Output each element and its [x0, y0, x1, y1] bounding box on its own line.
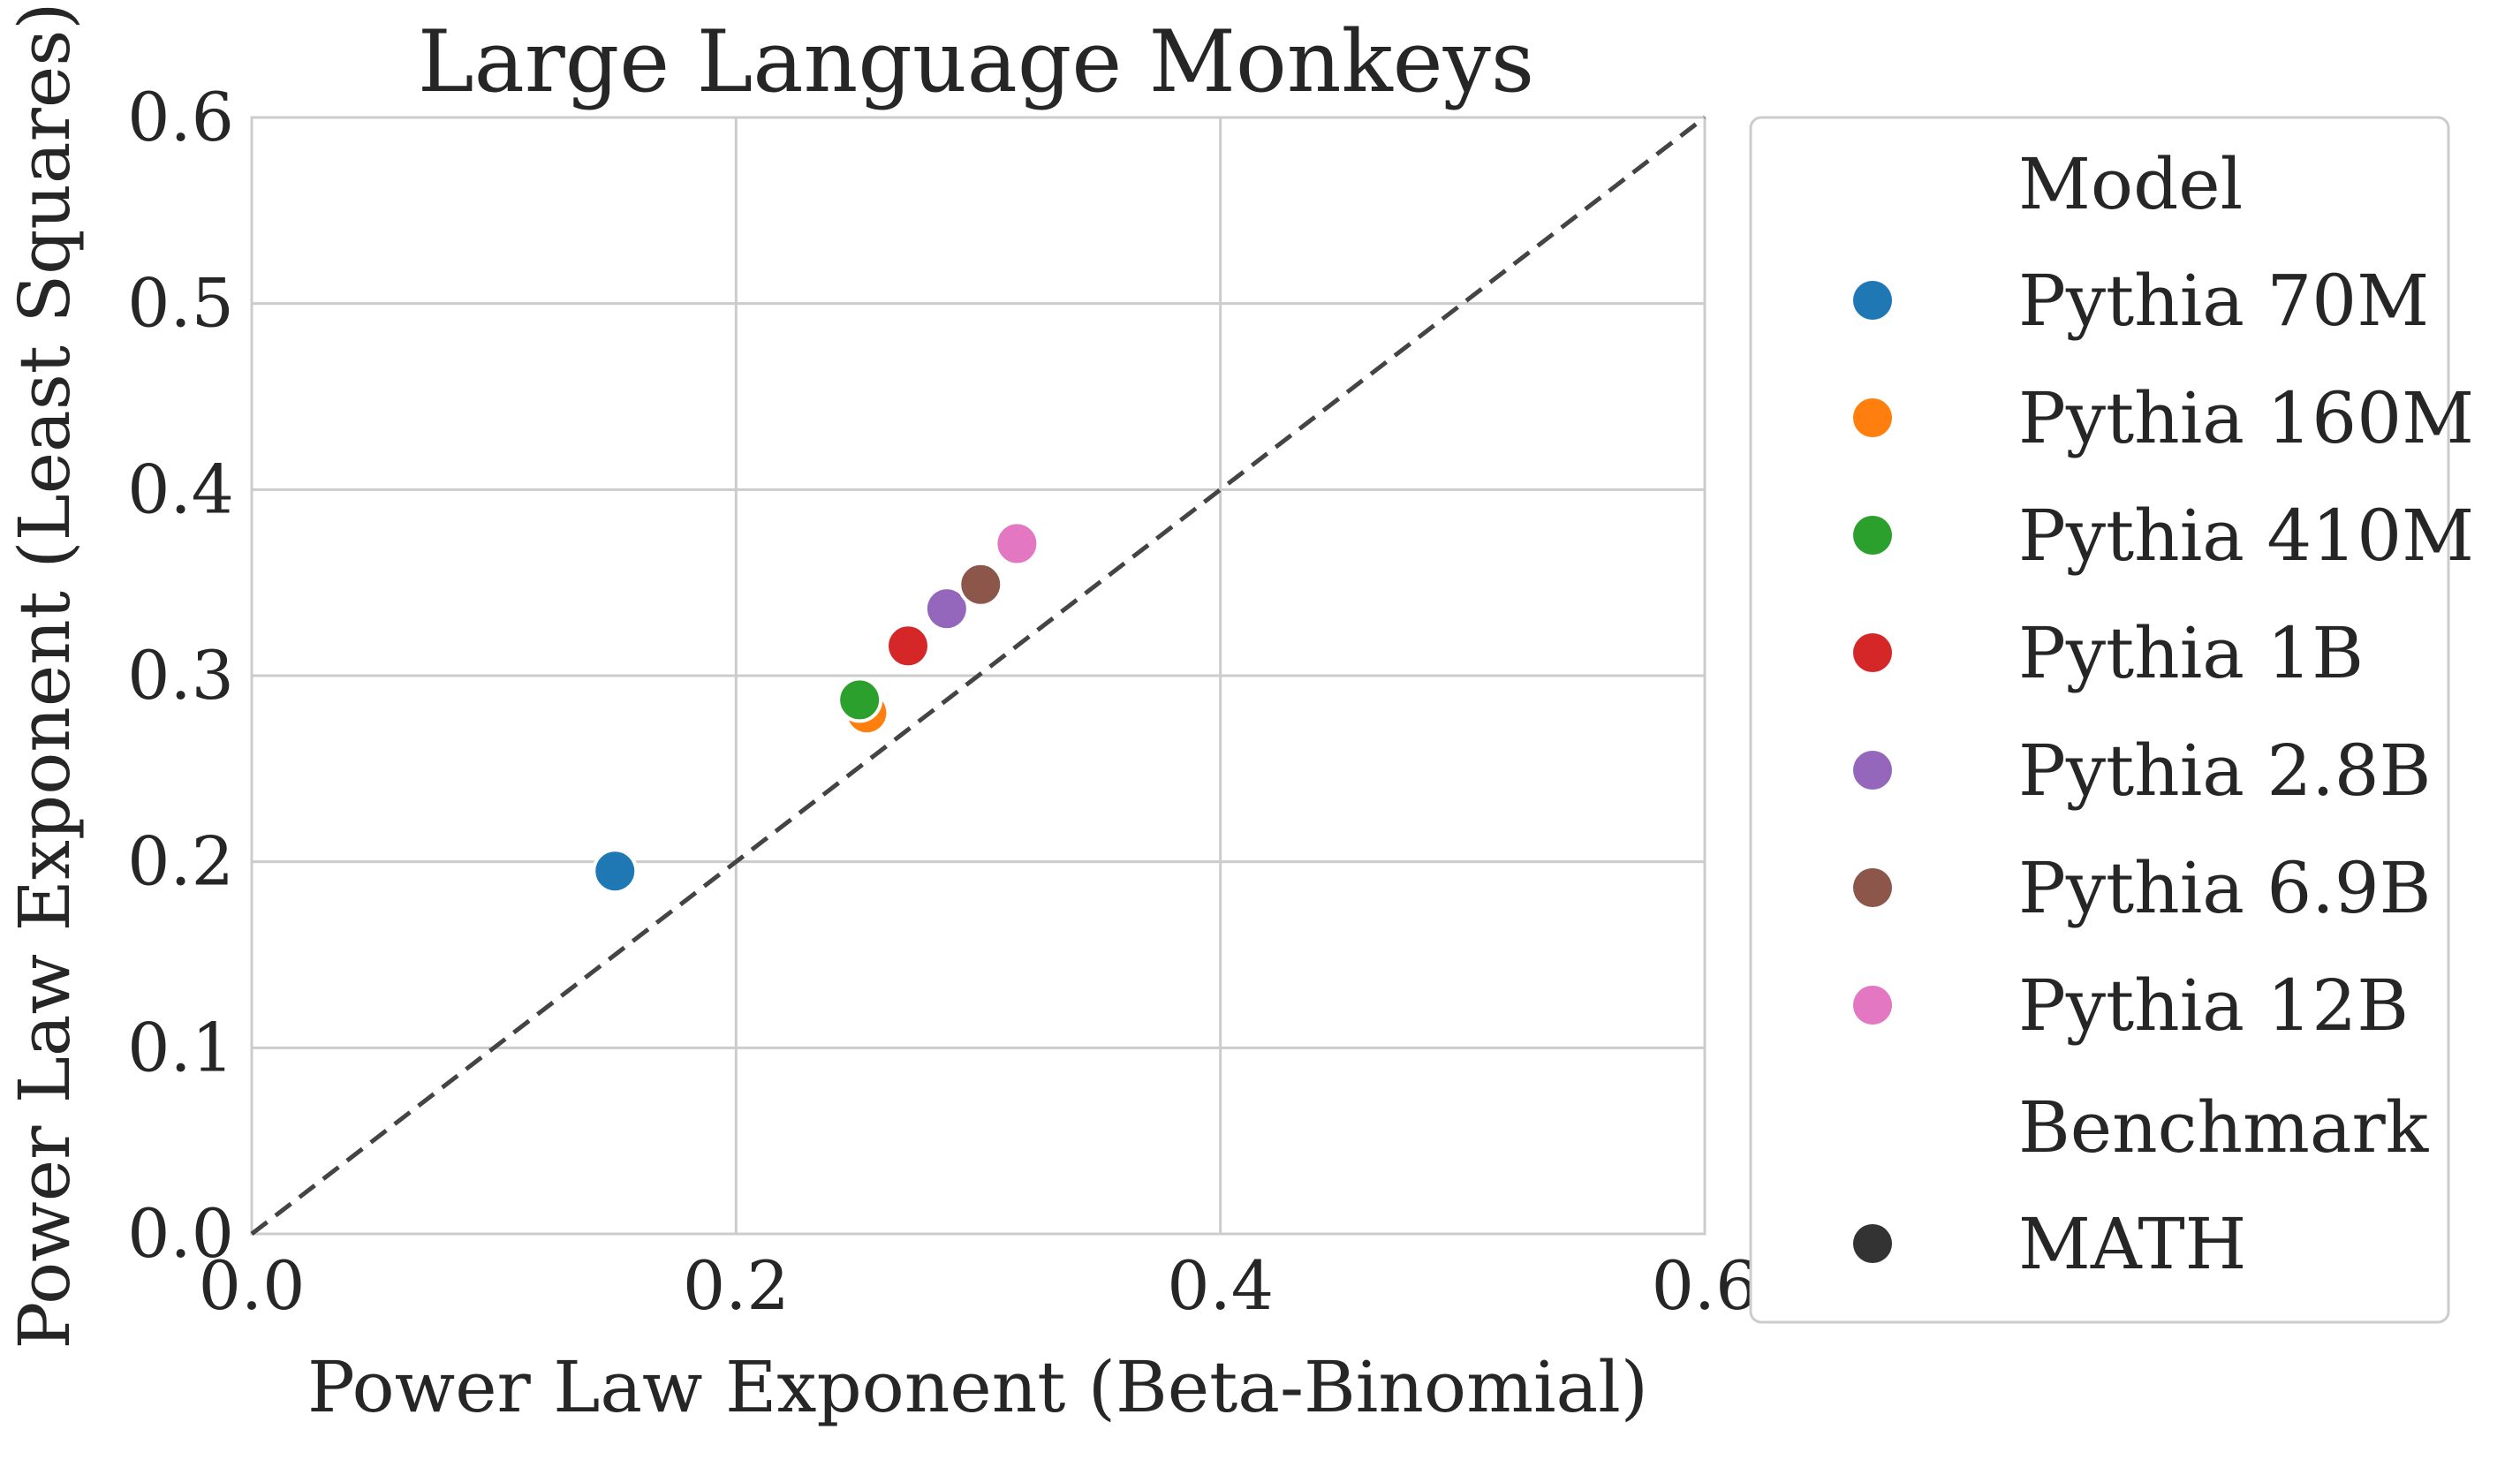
legend-label-pythia-410m: Pythia 410M [2018, 495, 2474, 577]
legend-marker-pythia-70m [1853, 281, 1892, 320]
y-tick-labels: 0.0 0.1 0.2 0.3 0.4 0.5 0.6 [127, 78, 234, 1273]
y-tick-label: 0.1 [127, 1008, 234, 1086]
point-pythia-2-8b [923, 586, 970, 632]
legend-marker-pythia-12b [1853, 986, 1892, 1025]
y-tick-label: 0.2 [127, 822, 234, 901]
x-tick-labels: 0.0 0.2 0.4 0.6 [199, 1246, 1759, 1325]
point-pythia-12b [994, 520, 1041, 567]
point-pythia-410m [836, 677, 883, 723]
legend-title-model: Model [2018, 143, 2243, 225]
legend-marker-pythia-410m [1853, 516, 1892, 555]
legend-marker-pythia-1b [1853, 633, 1892, 672]
y-tick-label: 0.5 [127, 264, 234, 343]
legend-label-pythia-6-9b: Pythia 6.9B [2018, 847, 2431, 929]
legend-marker-pythia-2-8b [1853, 751, 1892, 790]
identity-reference-line [250, 116, 1706, 1236]
legend-marker-math [1853, 1224, 1892, 1263]
x-tick-label: 0.4 [1167, 1246, 1274, 1325]
legend-label-pythia-70m: Pythia 70M [2018, 260, 2429, 342]
x-tick-label: 0.6 [1652, 1246, 1759, 1325]
x-tick-label: 0.2 [683, 1246, 790, 1325]
legend-label-pythia-1b: Pythia 1B [2018, 612, 2364, 694]
legend-marker-pythia-160m [1853, 398, 1892, 437]
plot-frame [250, 116, 1706, 1236]
chart-title: Large Language Monkeys [418, 12, 1534, 111]
point-pythia-6-9b [957, 561, 1004, 608]
legend-label-pythia-160m: Pythia 160M [2018, 377, 2474, 459]
legend-label-pythia-12b: Pythia 12B [2018, 965, 2409, 1047]
y-tick-label: 0.4 [127, 450, 234, 528]
legend-items: Pythia 70M Pythia 160M Pythia 410M Pythia 1… [1853, 260, 2474, 1047]
y-tick-label: 0.0 [127, 1194, 234, 1273]
data-points [592, 520, 1041, 895]
legend-style-items: MATH [1853, 1203, 2246, 1285]
legend-marker-pythia-6-9b [1853, 868, 1892, 907]
y-tick-label: 0.6 [127, 78, 234, 156]
legend-label-pythia-2-8b: Pythia 2.8B [2018, 730, 2431, 812]
legend-label-math: MATH [2018, 1203, 2246, 1285]
legend-title-benchmark: Benchmark [2018, 1086, 2430, 1169]
x-axis-label: Power Law Exponent (Beta-Binomial) [307, 1346, 1648, 1428]
legend-frame [1749, 116, 2450, 1324]
y-axis-label: Power Law Exponent (Least Squares) [4, 3, 86, 1350]
y-tick-label: 0.3 [127, 636, 234, 715]
point-pythia-70m [592, 848, 639, 895]
x-tick-label: 0.0 [199, 1246, 306, 1325]
point-pythia-1b [884, 623, 931, 669]
